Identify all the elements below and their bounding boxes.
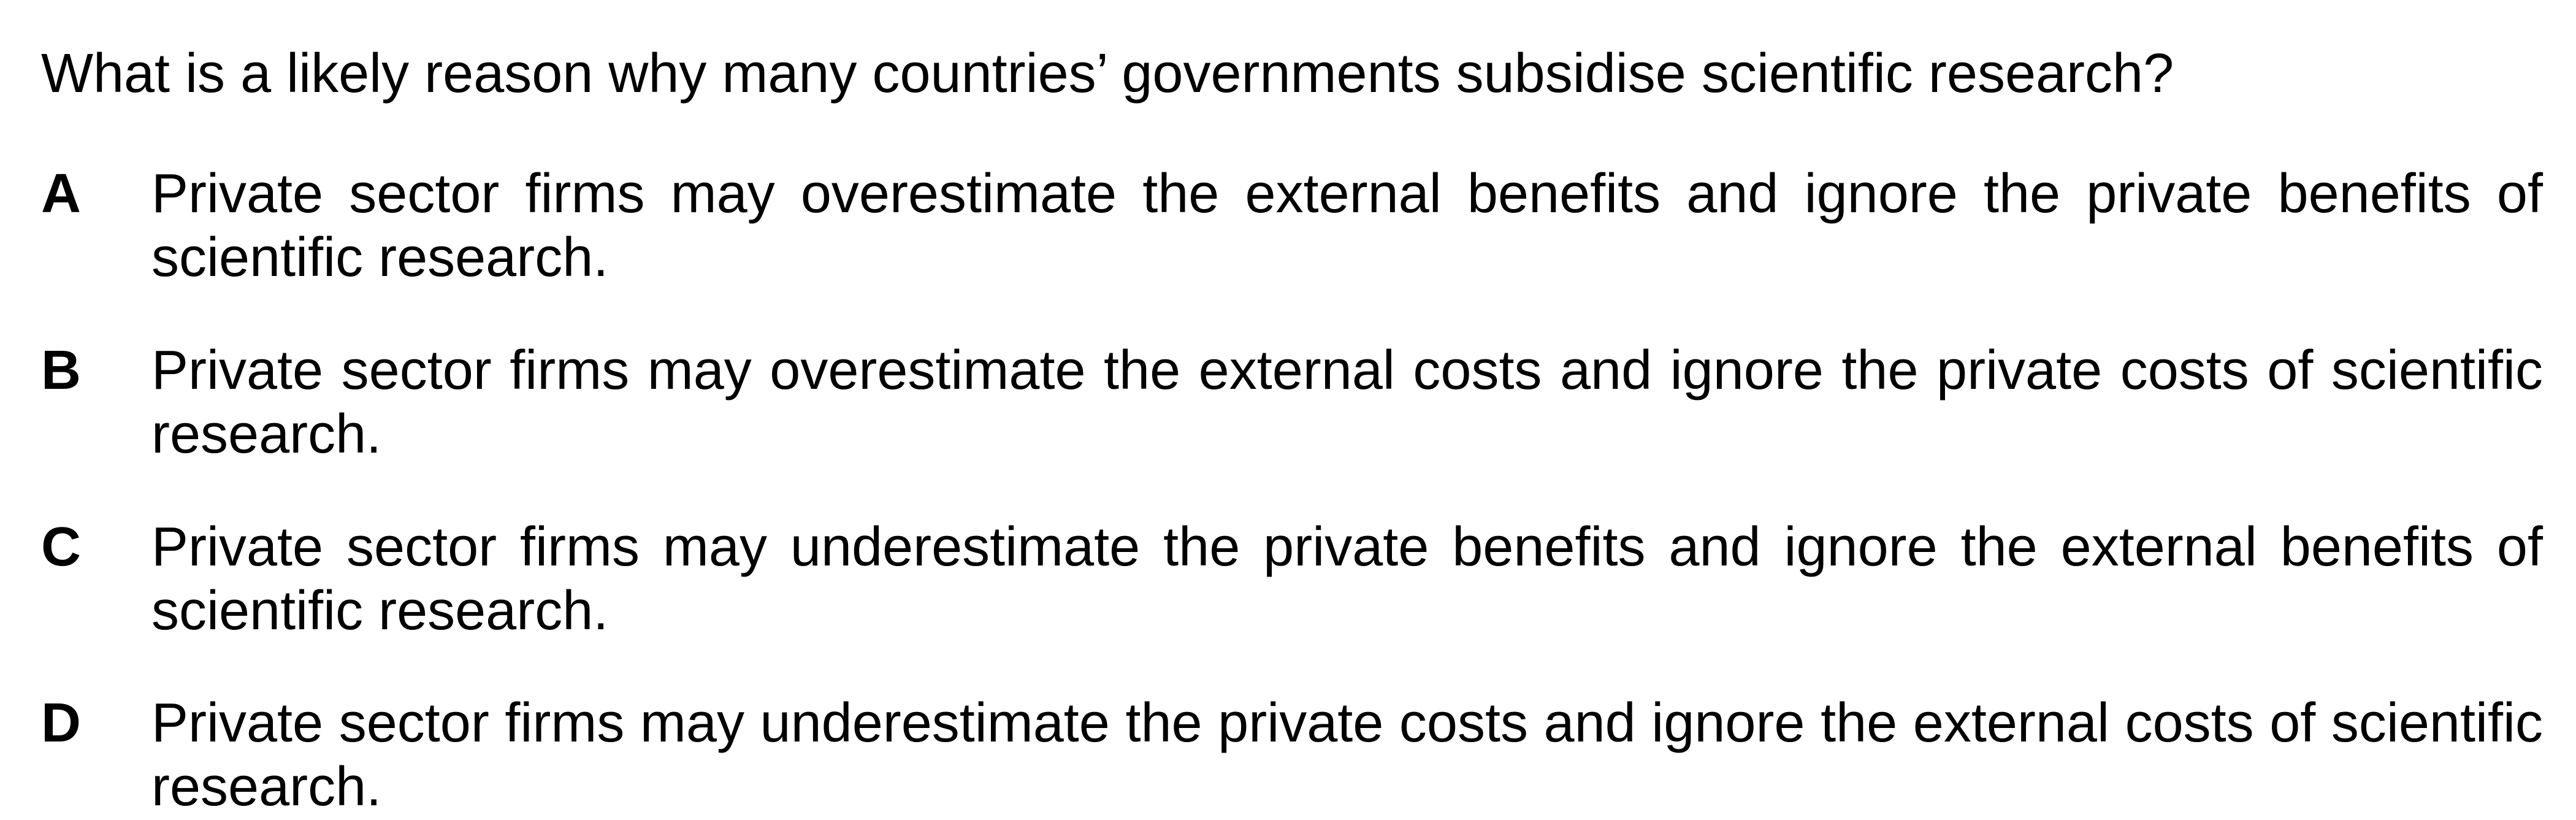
option-text: Private sector firms may overestimate th… bbox=[151, 163, 2543, 288]
option-letter: D bbox=[41, 692, 81, 754]
option-text: Private sector firms may overestimate th… bbox=[151, 340, 2543, 465]
option-letter: C bbox=[41, 516, 81, 578]
question-text: What is a likely reason why many countri… bbox=[41, 43, 2174, 104]
option-text: Private sector firms may underestimate t… bbox=[151, 516, 2543, 642]
option-text: Private sector firms may underestimate t… bbox=[151, 692, 2543, 818]
option-letter: A bbox=[41, 163, 81, 224]
option-letter: B bbox=[41, 340, 81, 401]
